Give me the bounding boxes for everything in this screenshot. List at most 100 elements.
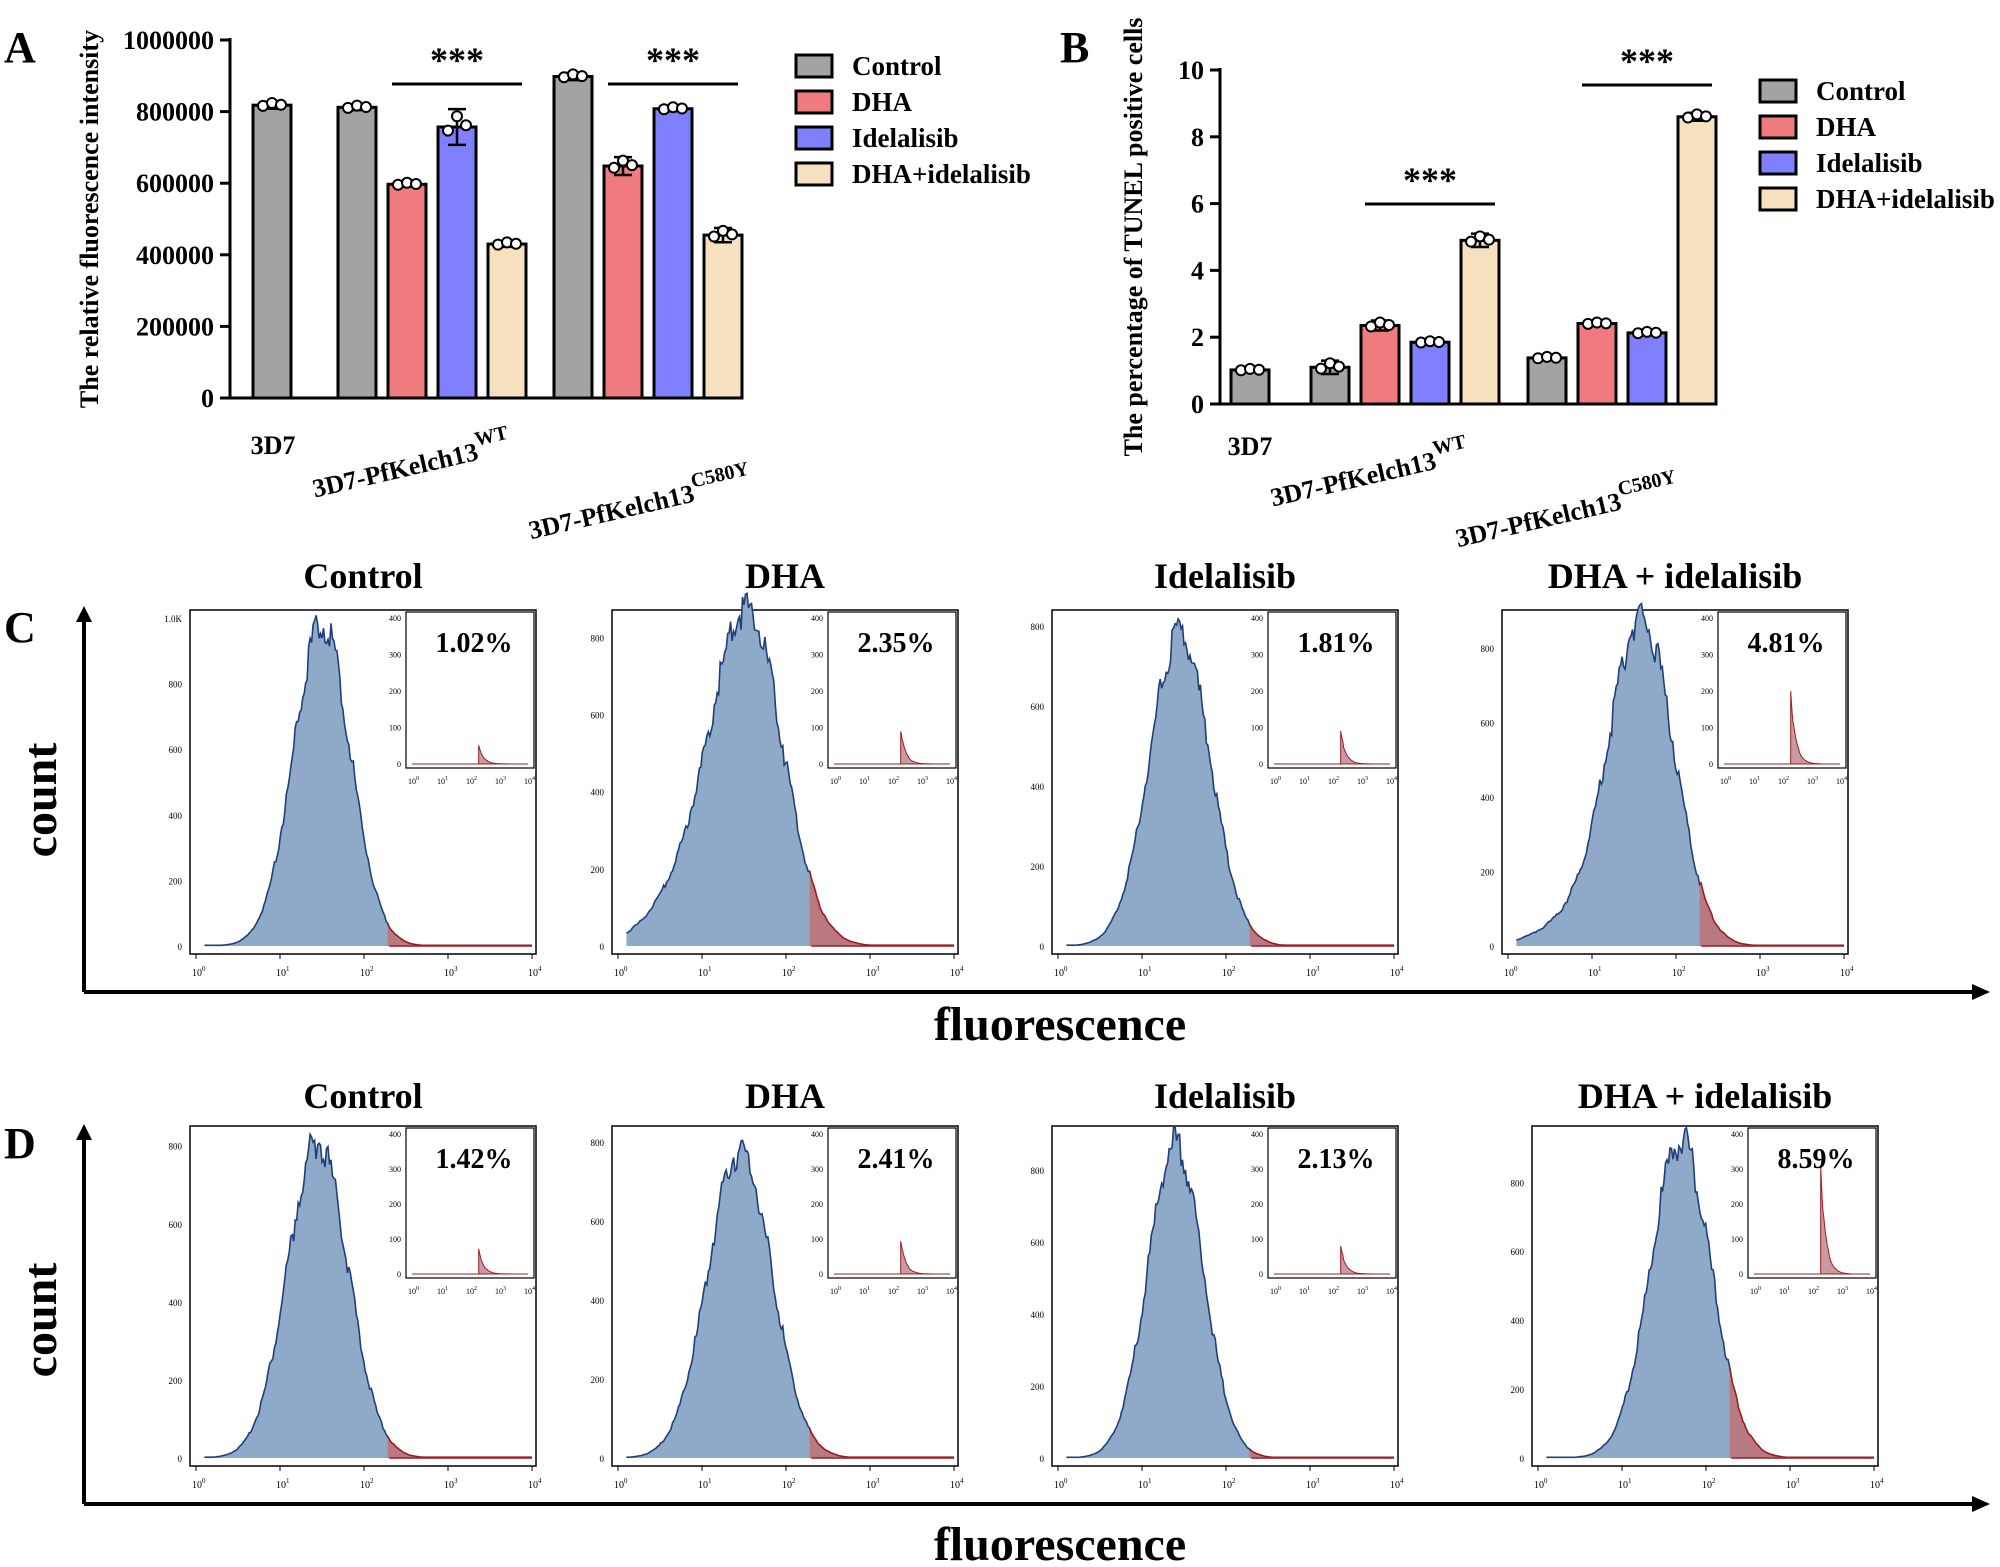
bar <box>702 233 744 400</box>
inset-x-tick-label: 100 <box>830 776 841 786</box>
exponent: 4 <box>538 965 542 973</box>
group-label: 3D7-PfKelch13WT <box>308 422 514 504</box>
exponent: 3 <box>1365 776 1368 782</box>
exponent: 3 <box>1316 1477 1320 1485</box>
exponent: 4 <box>1394 776 1397 782</box>
data-point <box>1700 110 1712 123</box>
histogram-x-tick-label: 101 <box>276 965 290 979</box>
data-point <box>451 110 463 123</box>
fluorescence-axis-arrowhead <box>1972 984 1990 1000</box>
histogram-x-tick-label: 101 <box>698 965 712 979</box>
data-point <box>1383 319 1395 332</box>
histogram-x-tick-label: 104 <box>528 965 542 979</box>
exponent: 1 <box>1307 1286 1310 1292</box>
inset-y-tick: 300 <box>1251 651 1263 660</box>
y-tick-label: 0 <box>1191 390 1204 419</box>
percent-label: 1.42% <box>436 1144 513 1175</box>
histogram-y-tick: 600 <box>169 745 183 755</box>
inset-y-tick: 400 <box>1251 614 1263 623</box>
histogram-y-tick: 400 <box>1511 1316 1525 1326</box>
histogram-title: DHA + idelalisib <box>1548 556 1803 596</box>
data-point <box>275 98 287 111</box>
inset-x-tick-label: 103 <box>1807 776 1818 786</box>
exponent: 3 <box>1796 1477 1800 1485</box>
exponent: 2 <box>896 1286 899 1292</box>
histogram-x-tick-label: 104 <box>950 1477 964 1491</box>
exponent: 1 <box>286 1477 290 1485</box>
histogram-line-negative <box>1516 602 1702 941</box>
data-point <box>1550 351 1562 364</box>
inset-y-tick: 400 <box>1731 1130 1743 1139</box>
histogram-area-positive <box>809 871 954 946</box>
exponent: 1 <box>1628 1477 1632 1485</box>
bar <box>1229 368 1271 406</box>
inset-x-tick-label: 101 <box>1299 776 1310 786</box>
exponent: 4 <box>960 1477 964 1485</box>
exponent: 4 <box>532 776 535 782</box>
inset-y-tick: 200 <box>389 1200 401 1209</box>
y-tick-label: 8 <box>1191 123 1204 152</box>
significance-label: *** <box>646 40 700 80</box>
inset-x-tick-label: 104 <box>946 1286 957 1296</box>
exponent: 0 <box>1278 776 1281 782</box>
histogram-area-negative <box>1066 1126 1252 1458</box>
histogram-line-negative <box>1066 1125 1252 1459</box>
inset-y-tick: 200 <box>811 1200 823 1209</box>
inset-x-tick-label: 101 <box>437 776 448 786</box>
inset-y-tick: 200 <box>1251 687 1263 696</box>
histogram-y-tick: 200 <box>169 1376 183 1386</box>
fluorescence-axis-label: fluorescence <box>934 998 1186 1051</box>
inset-y-tick: 100 <box>389 724 401 733</box>
bar <box>652 107 694 400</box>
group-label-main: 3D7-PfKelch13 <box>310 437 481 503</box>
histogram-y-tick: 0 <box>178 942 183 952</box>
y-axis-label: The relative fluorescence intensity <box>75 30 104 408</box>
histogram-line-negative <box>1066 617 1252 946</box>
inset-y-tick: 400 <box>389 614 401 623</box>
histogram-x-tick-label: 100 <box>614 965 628 979</box>
group-label-main: 3D7-PfKelch13 <box>1453 487 1624 553</box>
inset-x-tick-label: 104 <box>1386 1286 1397 1296</box>
histogram-y-tick: 200 <box>1031 862 1045 872</box>
exponent: 2 <box>1712 1477 1716 1485</box>
inset-y-tick: 100 <box>811 1235 823 1244</box>
histogram-y-tick: 600 <box>1031 702 1045 712</box>
inset-y-tick: 300 <box>811 1165 823 1174</box>
data-point <box>442 124 454 137</box>
histogram-y-tick: 0 <box>1040 942 1045 952</box>
group-label-sup: C580Y <box>1616 466 1679 501</box>
inset-x-tick-label: 103 <box>1357 1286 1368 1296</box>
histogram-x-tick-label: 100 <box>614 1477 628 1491</box>
legend-label: DHA <box>1816 112 1877 142</box>
inset-x-tick-label: 104 <box>524 776 535 786</box>
y-tick-label: 4 <box>1191 256 1204 285</box>
data-point <box>608 161 620 174</box>
legend-swatch <box>1758 78 1798 104</box>
percent-label: 1.81% <box>1298 628 1375 659</box>
inset-y-tick: 0 <box>397 1270 401 1279</box>
histogram-area-positive <box>1249 1449 1394 1458</box>
data-point <box>510 237 522 250</box>
histogram-y-tick: 200 <box>1031 1382 1045 1392</box>
histogram-x-tick-label: 102 <box>1222 965 1236 979</box>
exponent: 0 <box>1728 776 1731 782</box>
exponent: 2 <box>792 1477 796 1485</box>
y-tick-label: 2 <box>1191 323 1204 352</box>
histogram-x-tick-label: 103 <box>1786 1477 1800 1491</box>
inset-x-tick-label: 103 <box>495 776 506 786</box>
inset-frame <box>1267 1127 1397 1279</box>
histogram-area-negative <box>626 593 812 946</box>
data-point <box>1483 233 1495 246</box>
inset-x-tick-label: 103 <box>1357 776 1368 786</box>
legend-label: DHA+idelalisib <box>852 159 1031 189</box>
bar <box>1359 324 1401 406</box>
histogram-y-tick: 200 <box>591 865 605 875</box>
inset-x-tick-label: 100 <box>1750 1286 1761 1296</box>
inset-y-tick: 0 <box>1709 760 1713 769</box>
data-point <box>726 228 738 241</box>
significance-label: *** <box>430 40 484 80</box>
y-tick-label: 400000 <box>136 241 214 270</box>
group-label: 3D7-PfKelch13C580Y <box>524 458 755 545</box>
fluorescence-axis-label: fluorescence <box>934 1518 1186 1567</box>
